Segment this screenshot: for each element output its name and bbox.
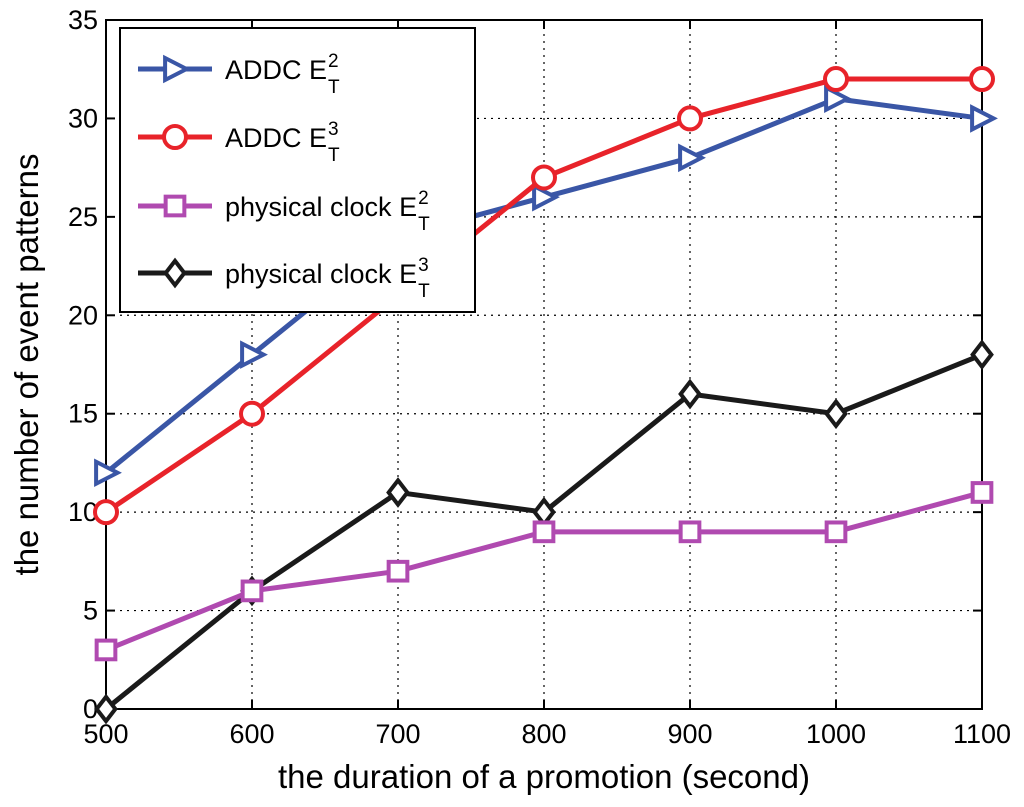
legend-entry: ADDC E 3 T (138, 119, 340, 166)
legend-entry: physical clock E 2 T (138, 188, 430, 235)
legend-label-superscript: 2 (328, 51, 339, 72)
data-point (94, 638, 118, 662)
legend-label-subscript: T (418, 214, 430, 235)
legend-label: physical clock E (225, 192, 417, 222)
legend-label-subscript: T (418, 281, 430, 302)
x-tick-label: 900 (667, 719, 712, 749)
legend-label-superscript: 2 (418, 188, 429, 209)
legend-swatch-marker (163, 194, 187, 218)
legend-swatch-marker (163, 54, 191, 84)
data-point (970, 104, 998, 133)
legend-label-superscript: 3 (418, 255, 429, 276)
data-point (824, 520, 848, 544)
data-point (970, 339, 994, 371)
data-point (678, 520, 702, 544)
y-tick-label: 35 (68, 5, 98, 35)
data-point (240, 579, 264, 603)
data-point (386, 477, 410, 508)
data-point (94, 693, 118, 725)
legend-entry: physical clock E 3 T (138, 255, 430, 302)
legend-box (119, 27, 476, 313)
x-axis-label: the duration of a promotion (second) (278, 758, 810, 795)
data-point (678, 143, 706, 173)
y-tick-label: 20 (68, 300, 98, 330)
legend-entry: ADDC E 2 T (138, 51, 340, 98)
legend-swatch-marker (162, 124, 188, 150)
legend-label-subscript: T (328, 77, 340, 98)
y-tick-label: 10 (68, 497, 98, 527)
series-2 (94, 481, 994, 662)
data-point (677, 105, 703, 132)
data-point (532, 520, 556, 544)
data-point (824, 84, 852, 114)
y-axis-label: the number of event patterns (8, 154, 45, 576)
data-point (93, 499, 119, 526)
data-point (532, 182, 560, 212)
data-point (240, 340, 268, 369)
data-point (824, 398, 848, 430)
legend-label: physical clock E (225, 259, 417, 289)
data-point (386, 559, 410, 583)
legend-label: ADDC E (225, 55, 327, 85)
x-tick-label: 800 (521, 719, 566, 749)
x-tick-label: 1000 (806, 719, 866, 749)
legend-label-subscript: T (328, 145, 340, 166)
legend-swatch-marker (163, 257, 187, 289)
data-point (678, 378, 702, 410)
data-point (823, 66, 849, 93)
x-tick-label: 600 (229, 719, 274, 749)
y-tick-label: 5 (83, 596, 98, 626)
data-point (531, 164, 557, 191)
y-tick-label: 0 (83, 694, 98, 724)
data-point (969, 66, 995, 93)
x-tick-label: 1100 (953, 719, 1011, 749)
legend-label: ADDC E (225, 123, 327, 153)
data-point (94, 458, 122, 488)
y-tick-label: 15 (68, 399, 98, 429)
y-tick-label: 30 (68, 103, 98, 133)
x-tick-label: 700 (375, 719, 420, 749)
data-point (970, 481, 994, 504)
legend-label-superscript: 3 (328, 119, 339, 140)
y-tick-label: 25 (68, 202, 98, 232)
data-point (239, 400, 265, 427)
